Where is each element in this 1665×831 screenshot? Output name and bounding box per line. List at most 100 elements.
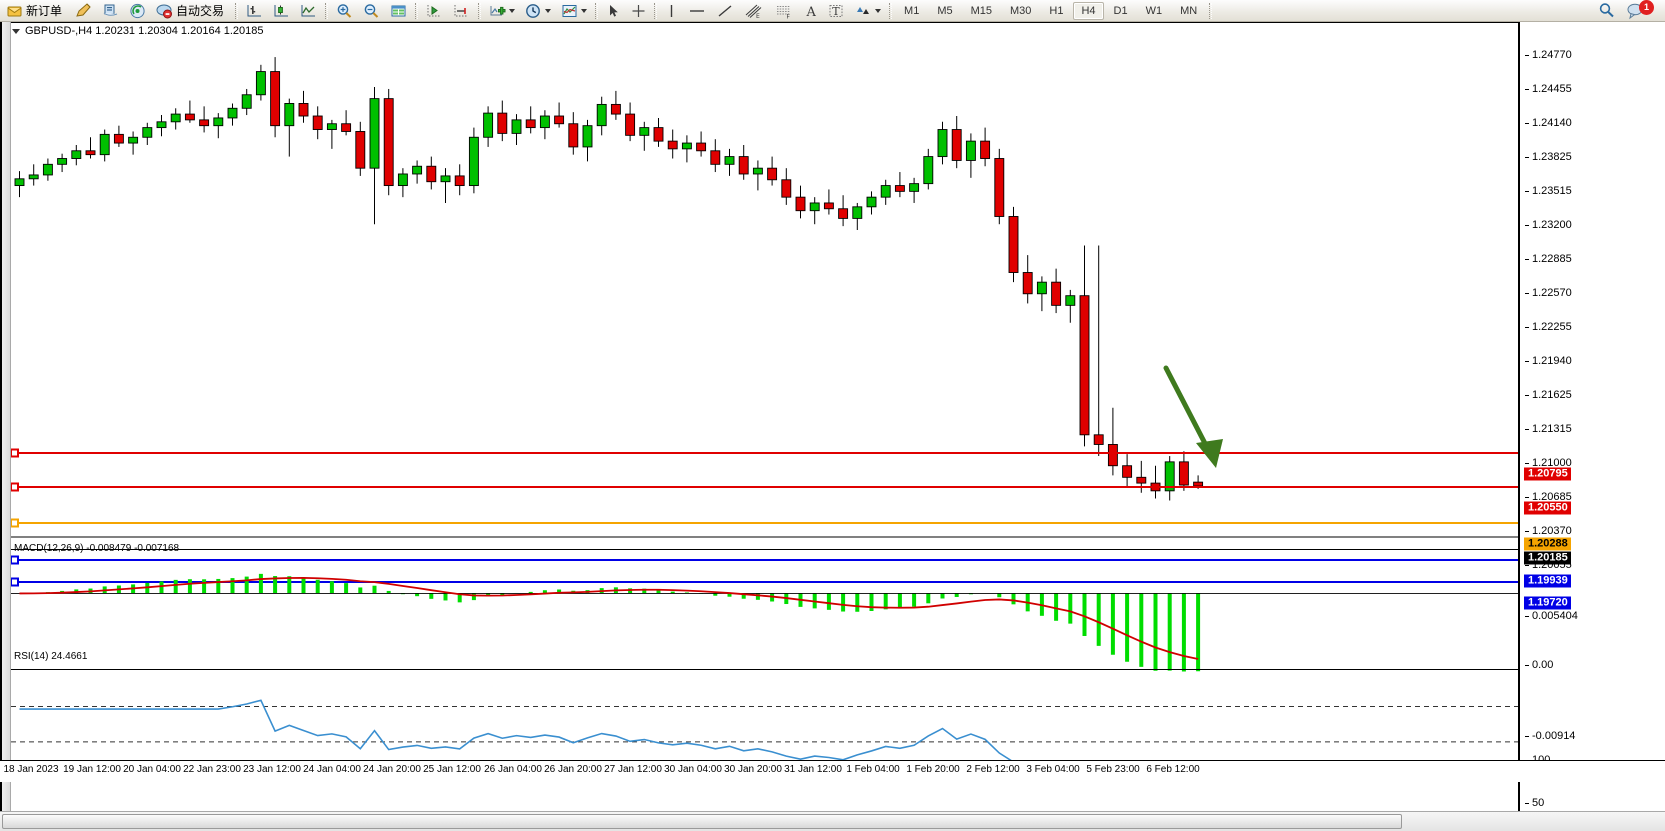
time-scale[interactable]: 18 Jan 2023 19 Jan 12:00 20 Jan 04:00 22 Ja… — [0, 760, 1665, 782]
pencil-button[interactable] — [71, 1, 96, 21]
price-level-tag[interactable]: 1.20288 — [1524, 537, 1571, 551]
expert-advisor-button[interactable]: 自动交易 — [152, 1, 231, 21]
line-chart-button[interactable] — [296, 1, 321, 21]
data-window-icon — [391, 5, 406, 16]
timeframe-d1[interactable]: D1 — [1113, 4, 1128, 17]
line-chart-icon — [301, 4, 316, 16]
price-tick: 1.24140 — [1525, 117, 1572, 129]
price-candles-svg — [11, 57, 1518, 780]
signals-button[interactable] — [125, 1, 150, 21]
cursor-icon — [610, 4, 618, 17]
level-handle-entry-level[interactable] — [11, 518, 19, 528]
candle-body — [227, 107, 238, 119]
crosshair-icon — [632, 4, 645, 17]
auto-scroll-button[interactable] — [422, 1, 447, 21]
chevron-down-icon[interactable] — [875, 8, 882, 13]
price-level-tag[interactable]: 1.19939 — [1524, 574, 1571, 588]
equidistant-channel-icon: E — [745, 4, 762, 19]
candle-body — [625, 113, 636, 136]
timeframe-h4[interactable]: H4 — [1073, 1, 1104, 20]
level-handle-support-1[interactable] — [11, 555, 19, 565]
trendline-button[interactable] — [712, 1, 738, 21]
shapes-button[interactable] — [850, 1, 885, 21]
timeframe-w1[interactable]: W1 — [1145, 4, 1163, 17]
search-button[interactable] — [1594, 1, 1620, 21]
market-watch-button[interactable] — [98, 1, 123, 21]
timeframe-group: M1 M5 M15 M30 H1 H4 D1 W1 MN — [895, 1, 1206, 20]
level-handle-resistance-2[interactable] — [11, 482, 19, 492]
chevron-down-icon[interactable] — [581, 8, 588, 13]
candle-body — [1008, 216, 1019, 273]
candle-body — [582, 125, 593, 148]
bar-chart-button[interactable] — [242, 1, 267, 21]
level-handle-resistance-1[interactable] — [11, 448, 19, 458]
trendline-icon — [718, 4, 732, 17]
price-level-tag[interactable]: 1.20795 — [1524, 467, 1571, 481]
time-label: 25 Jan 12:00 — [423, 764, 481, 775]
triangle-down-icon[interactable] — [12, 28, 20, 34]
candle-body — [483, 112, 494, 138]
equidistant-channel-button[interactable]: E — [740, 1, 768, 21]
candle-body — [923, 156, 934, 185]
toolbar-separator — [325, 2, 329, 19]
candle-body — [270, 71, 281, 127]
chevron-down-icon[interactable] — [545, 8, 552, 13]
scrollbar-thumb[interactable] — [2, 814, 1402, 829]
arrow-shaft — [1163, 365, 1214, 458]
svg-text:E: E — [756, 13, 760, 19]
candlestick-chart-button[interactable] — [269, 1, 294, 21]
chart-symbol-header[interactable]: GBPUSD-,H4 1.20231 1.20304 1.20164 1.201… — [12, 25, 264, 37]
database-icon — [103, 4, 118, 16]
time-label: 1 Feb 20:00 — [906, 764, 960, 775]
chart-shift-button[interactable] — [449, 1, 474, 21]
cursor-button[interactable] — [602, 1, 625, 21]
timeframe-m1[interactable]: M1 — [904, 4, 920, 17]
candle-body — [696, 142, 707, 152]
price-level-tag[interactable]: 1.19720 — [1524, 596, 1571, 610]
candle-body — [440, 175, 451, 183]
horizontal-scrollbar[interactable] — [0, 811, 1665, 831]
zoom-out-button[interactable] — [359, 1, 384, 21]
new-order-icon — [7, 6, 22, 16]
candle-body — [99, 133, 110, 156]
pane-divider-macd[interactable] — [11, 549, 1518, 550]
text-label-button[interactable]: T — [824, 1, 848, 21]
period-clock-icon — [526, 3, 540, 18]
svg-text:T: T — [832, 5, 840, 18]
candle-body — [312, 115, 323, 130]
crosshair-button[interactable] — [627, 1, 650, 21]
price-level-tag[interactable]: 1.20550 — [1524, 501, 1571, 515]
text-button[interactable]: A — [800, 1, 822, 21]
timeframe-m30[interactable]: M30 — [1010, 4, 1032, 17]
candle-body — [880, 185, 891, 198]
chart-window[interactable]: 1.24770 1.24455 1.24140 1.23825 1.23515 1.232… — [0, 22, 1665, 831]
vertical-line-button[interactable] — [661, 1, 682, 21]
add-indicator-button[interactable] — [485, 1, 519, 21]
data-window-button[interactable] — [386, 1, 411, 21]
auto-trading-label: 自动交易 — [176, 4, 225, 18]
timeframe-mn[interactable]: MN — [1180, 4, 1198, 17]
time-label: 23 Jan 12:00 — [243, 764, 301, 775]
macd-histogram — [31, 573, 1201, 672]
level-handle-support-2[interactable] — [11, 577, 19, 587]
candle-body — [14, 178, 25, 187]
down-trend-arrow[interactable] — [1163, 365, 1223, 468]
price-scale[interactable]: 1.24770 1.24455 1.24140 1.23825 1.23515 1.232… — [1518, 22, 1665, 831]
chevron-down-icon[interactable] — [509, 8, 516, 13]
timeframe-h1[interactable]: H1 — [1049, 4, 1064, 17]
price-level-tag[interactable]: 1.20185 — [1524, 551, 1571, 565]
chart-plot-area[interactable] — [11, 22, 1518, 831]
notifications-button[interactable]: 1 — [1622, 0, 1658, 21]
templates-button[interactable] — [557, 1, 591, 21]
period-button[interactable] — [521, 1, 555, 21]
fibonacci-button[interactable]: F — [770, 1, 798, 21]
zoom-in-button[interactable] — [332, 1, 357, 21]
timeframe-m15[interactable]: M15 — [970, 4, 992, 17]
zoom-out-icon — [364, 3, 379, 18]
auto-scroll-icon — [427, 4, 442, 16]
timeframe-m5[interactable]: M5 — [937, 4, 953, 17]
templates-icon — [562, 4, 577, 17]
new-order-button[interactable]: 新订单 — [3, 1, 69, 21]
horizontal-line-button[interactable] — [684, 1, 710, 21]
pane-divider-rsi[interactable] — [11, 669, 1518, 670]
